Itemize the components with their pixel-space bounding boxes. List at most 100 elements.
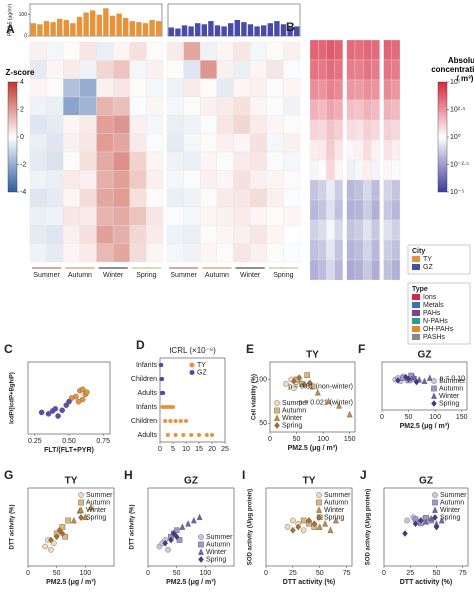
point xyxy=(162,539,169,547)
heat-cell xyxy=(146,188,164,208)
heat-cell xyxy=(63,243,81,263)
heat-cell xyxy=(183,225,201,244)
heat-cell xyxy=(326,99,335,121)
bar xyxy=(287,27,293,36)
heat-cell xyxy=(183,41,201,61)
legend-label: Spring xyxy=(439,400,459,407)
colorbar-tick-label: 10⁻⁵ xyxy=(450,189,464,196)
heat-cell xyxy=(363,99,372,121)
heat-cell xyxy=(216,96,234,116)
legend-label: Summer xyxy=(439,378,466,385)
colorbar-tick-label: 10⁵ xyxy=(450,79,461,86)
bar xyxy=(254,26,260,36)
heat-cell xyxy=(112,115,130,134)
y-axis-label: Cell viability (%) xyxy=(252,374,258,420)
bar xyxy=(63,20,69,36)
heat-cell xyxy=(29,188,47,208)
heat-cell xyxy=(112,151,130,171)
bar xyxy=(83,12,89,36)
heat-cell xyxy=(266,96,284,116)
x-tick-label: 150 xyxy=(344,436,356,443)
heat-cell xyxy=(309,179,319,201)
heat-cell xyxy=(79,133,97,153)
y-axis-label: IcdP/(IcdP+BghiP) xyxy=(10,372,16,424)
heat-cell xyxy=(383,139,392,161)
point xyxy=(171,405,175,409)
legend-marker xyxy=(431,392,437,399)
panel-letter: D xyxy=(136,338,145,352)
heat-cell xyxy=(112,133,130,153)
x-tick-label: 0 xyxy=(264,570,268,577)
point xyxy=(410,373,417,380)
heat-cell xyxy=(334,159,343,181)
heat-cell xyxy=(334,79,343,101)
bar xyxy=(208,21,214,36)
point xyxy=(306,379,313,387)
legend-label: Winter xyxy=(324,507,345,514)
heat-cell xyxy=(283,151,301,171)
heat-cell xyxy=(283,170,301,189)
point xyxy=(159,391,164,395)
x-tick-label: 50 xyxy=(316,570,324,577)
heat-cell xyxy=(129,41,147,61)
heat-cell xyxy=(354,219,364,241)
heat-cell xyxy=(129,151,147,171)
bar xyxy=(116,13,122,36)
heat-cell xyxy=(266,188,284,208)
heat-cell xyxy=(216,225,234,244)
heat-cell xyxy=(334,219,343,241)
heat-cell xyxy=(334,179,343,201)
heat-cell xyxy=(363,119,372,141)
legend-label: Autumn xyxy=(206,541,230,548)
point xyxy=(402,530,408,537)
heat-cell xyxy=(266,151,284,171)
point xyxy=(184,419,188,423)
legend-label: Autumn xyxy=(324,499,348,506)
heat-cell xyxy=(354,159,364,181)
x-tick-label: 0.25 xyxy=(28,438,42,445)
heat-cell xyxy=(216,115,234,134)
heat-cell xyxy=(318,119,327,141)
legend-marker xyxy=(198,548,204,555)
heat-cell xyxy=(216,206,234,226)
heat-cell xyxy=(46,188,64,208)
heat-cell xyxy=(200,206,218,226)
heat-cell xyxy=(63,133,81,153)
legend-label: Autumn xyxy=(282,407,306,414)
heat-cell xyxy=(371,99,380,121)
heat-cell xyxy=(249,243,267,263)
heat-cell xyxy=(318,159,327,181)
y-axis-label: SOD activity (U/μg protein) xyxy=(248,489,254,565)
heat-cell xyxy=(283,60,301,79)
x-tick-label: 0 xyxy=(146,570,150,577)
heat-cell xyxy=(326,159,335,181)
bar xyxy=(188,26,194,36)
heat-cell xyxy=(391,39,401,61)
colorbar-tick-label: 10²·⁵ xyxy=(450,106,465,113)
category-label: Adults xyxy=(138,432,158,439)
heat-cell xyxy=(354,259,364,281)
bar xyxy=(294,26,300,36)
heat-cell xyxy=(200,96,218,116)
heat-cell xyxy=(200,225,218,244)
heat-cell xyxy=(96,78,114,98)
legend-title: City xyxy=(412,248,425,255)
heat-cell xyxy=(146,78,164,98)
heat-cell xyxy=(318,219,327,241)
heat-cell xyxy=(283,78,301,98)
heat-cell xyxy=(129,96,147,116)
point xyxy=(423,518,429,525)
heat-cell xyxy=(383,99,392,121)
heat-cell xyxy=(112,78,130,98)
heat-cell xyxy=(233,243,251,263)
heat-cell xyxy=(346,219,356,241)
heat-cell xyxy=(200,170,218,189)
legend-swatch xyxy=(412,256,420,262)
heat-cell xyxy=(249,188,267,208)
point xyxy=(395,376,401,384)
x-axis-label: DTT activity (%) xyxy=(283,579,336,586)
legend-marker xyxy=(198,534,204,540)
point xyxy=(413,378,420,386)
heat-cell xyxy=(363,59,372,81)
heat-cell xyxy=(233,133,251,153)
